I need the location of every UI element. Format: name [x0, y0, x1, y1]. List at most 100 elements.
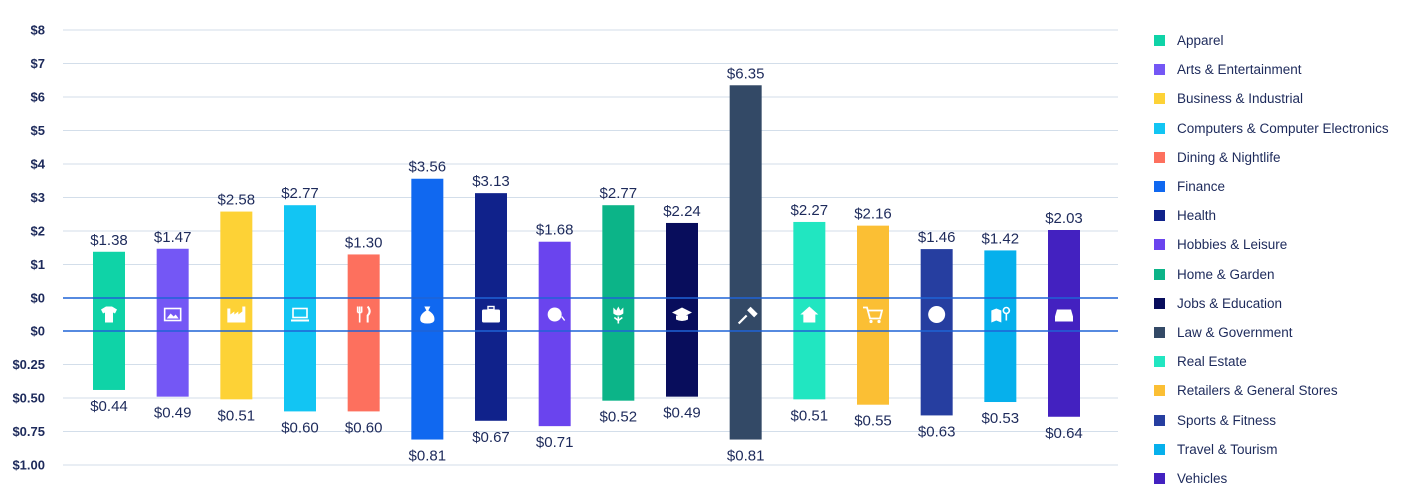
bar-upper	[920, 249, 953, 298]
legend-label: Law & Government	[1177, 324, 1293, 340]
money-bag-icon	[420, 306, 435, 324]
legend-item: Dining & Nightlife	[1154, 143, 1416, 172]
bar-upper	[156, 248, 189, 298]
yarn-ball-icon	[547, 307, 566, 322]
bar-lower	[729, 331, 762, 440]
bar-label-upper: $6.35	[727, 65, 765, 82]
legend-label: Computers & Computer Electronics	[1177, 120, 1389, 136]
bar-upper	[602, 205, 635, 298]
bar-lower	[538, 331, 571, 427]
legend-item: Real Estate	[1154, 347, 1416, 376]
bar-band	[857, 298, 889, 331]
legend-swatch	[1154, 356, 1165, 368]
bar-upper	[411, 178, 444, 298]
bar-label-upper: $1.46	[918, 229, 956, 246]
bar-lower	[602, 331, 635, 401]
legend-swatch	[1154, 64, 1165, 76]
bar-label-lower: $0.44	[90, 398, 128, 415]
bar-upper	[984, 250, 1017, 298]
legend-item: Finance	[1154, 172, 1416, 201]
bar-upper	[347, 254, 380, 298]
factory-icon	[227, 306, 246, 323]
bar-label-upper: $2.77	[600, 185, 638, 202]
bar-upper	[1048, 229, 1080, 298]
y-tick-label: $6	[31, 90, 45, 105]
y-tick-label: $8	[31, 23, 45, 38]
legend-item: Retailers & General Stores	[1154, 376, 1416, 405]
legend-swatch	[1154, 326, 1165, 338]
y-tick-label: $0.75	[12, 424, 45, 439]
y-tick-label: $2	[31, 224, 45, 239]
bar-band	[284, 298, 316, 331]
tulip-icon	[613, 306, 624, 324]
medical-kit-icon	[482, 305, 500, 323]
legend-label: Dining & Nightlife	[1177, 149, 1281, 165]
legend-item: Business & Industrial	[1154, 84, 1416, 113]
bar-label-lower: $0.64	[1045, 425, 1083, 442]
bar-label-upper: $2.77	[281, 185, 319, 202]
bar-label-lower: $0.55	[854, 413, 892, 430]
bar-lower	[156, 331, 189, 397]
legend-swatch	[1154, 122, 1165, 134]
legend-item: Sports & Fitness	[1154, 405, 1416, 434]
bar-label-lower: $0.49	[663, 405, 701, 422]
bar-label-upper: $2.27	[791, 202, 829, 219]
bars	[93, 85, 1080, 440]
bar-lower	[1048, 331, 1080, 417]
bar-upper	[93, 251, 125, 298]
tshirt-icon	[101, 306, 117, 323]
bar-label-lower: $0.52	[600, 409, 638, 426]
bar-label-upper: $1.68	[536, 222, 574, 239]
y-tick-label: $1.00	[12, 458, 45, 473]
legend-label: Travel & Tourism	[1177, 441, 1278, 457]
bar-lower	[220, 331, 253, 400]
bar-label-upper: $2.16	[854, 206, 892, 223]
bar-label-upper: $2.03	[1045, 210, 1083, 227]
legend-swatch	[1154, 268, 1165, 280]
laptop-icon	[291, 307, 309, 322]
chart: $8 $7 $6 $5 $4 $3 $2 $1 $0 $0 $0.25 $0.50 $0.75 $1.0…	[12, 23, 1118, 473]
legend-item: Hobbies & Leisure	[1154, 230, 1416, 259]
fork-knife-icon	[356, 305, 371, 323]
legend-item: Travel & Tourism	[1154, 435, 1416, 464]
bar-label-lower: $0.67	[472, 429, 510, 446]
legend-item: Health	[1154, 201, 1416, 230]
bar-lower	[284, 331, 316, 412]
bar-label-upper: $3.56	[409, 159, 447, 176]
bar-upper	[666, 222, 698, 298]
lower-y-axis-ticks: $0 $0.25 $0.50 $0.75 $1.00	[12, 324, 45, 473]
bar-label-upper: $1.38	[90, 232, 128, 249]
bar-lower	[857, 331, 889, 405]
bar-label-upper: $2.58	[218, 192, 256, 209]
car-icon	[1055, 309, 1073, 322]
bar-upper	[729, 85, 762, 299]
bar-label-lower: $0.49	[154, 405, 192, 422]
legend-item: Home & Garden	[1154, 260, 1416, 289]
bar-band	[156, 298, 189, 331]
y-tick-label: $0.25	[12, 357, 45, 372]
legend-item: Apparel	[1154, 26, 1416, 55]
legend-label: Jobs & Education	[1177, 295, 1283, 311]
legend-label: Hobbies & Leisure	[1177, 237, 1288, 253]
bar-label-upper: $2.24	[663, 203, 701, 220]
legend-swatch	[1154, 35, 1165, 47]
bar-label-lower: $0.81	[409, 448, 447, 465]
bar-label-upper: $1.30	[345, 234, 383, 251]
bar-label-lower: $0.51	[791, 407, 829, 424]
sports-ball-icon	[928, 306, 946, 323]
legend-swatch	[1154, 210, 1165, 222]
shopping-cart-icon	[863, 306, 884, 324]
y-tick-label: $0	[31, 324, 45, 339]
y-tick-label: $1	[31, 257, 45, 272]
bar-label-upper: $1.47	[154, 229, 192, 246]
upper-y-axis-ticks: $8 $7 $6 $5 $4 $3 $2 $1 $0	[31, 23, 46, 306]
bar-label-lower: $0.81	[727, 448, 765, 465]
legend-item: Law & Government	[1154, 318, 1416, 347]
bar-lower	[793, 331, 826, 400]
bar-lower	[475, 331, 507, 421]
legend-label: Home & Garden	[1177, 266, 1275, 282]
legend-swatch	[1154, 472, 1165, 484]
value-labels: $1.38 $0.44 $1.47 $0.49 $2.58 $0.51 $2.77 $0.60…	[90, 65, 1083, 464]
bar-upper	[793, 221, 826, 298]
legend-item: Computers & Computer Electronics	[1154, 114, 1416, 143]
